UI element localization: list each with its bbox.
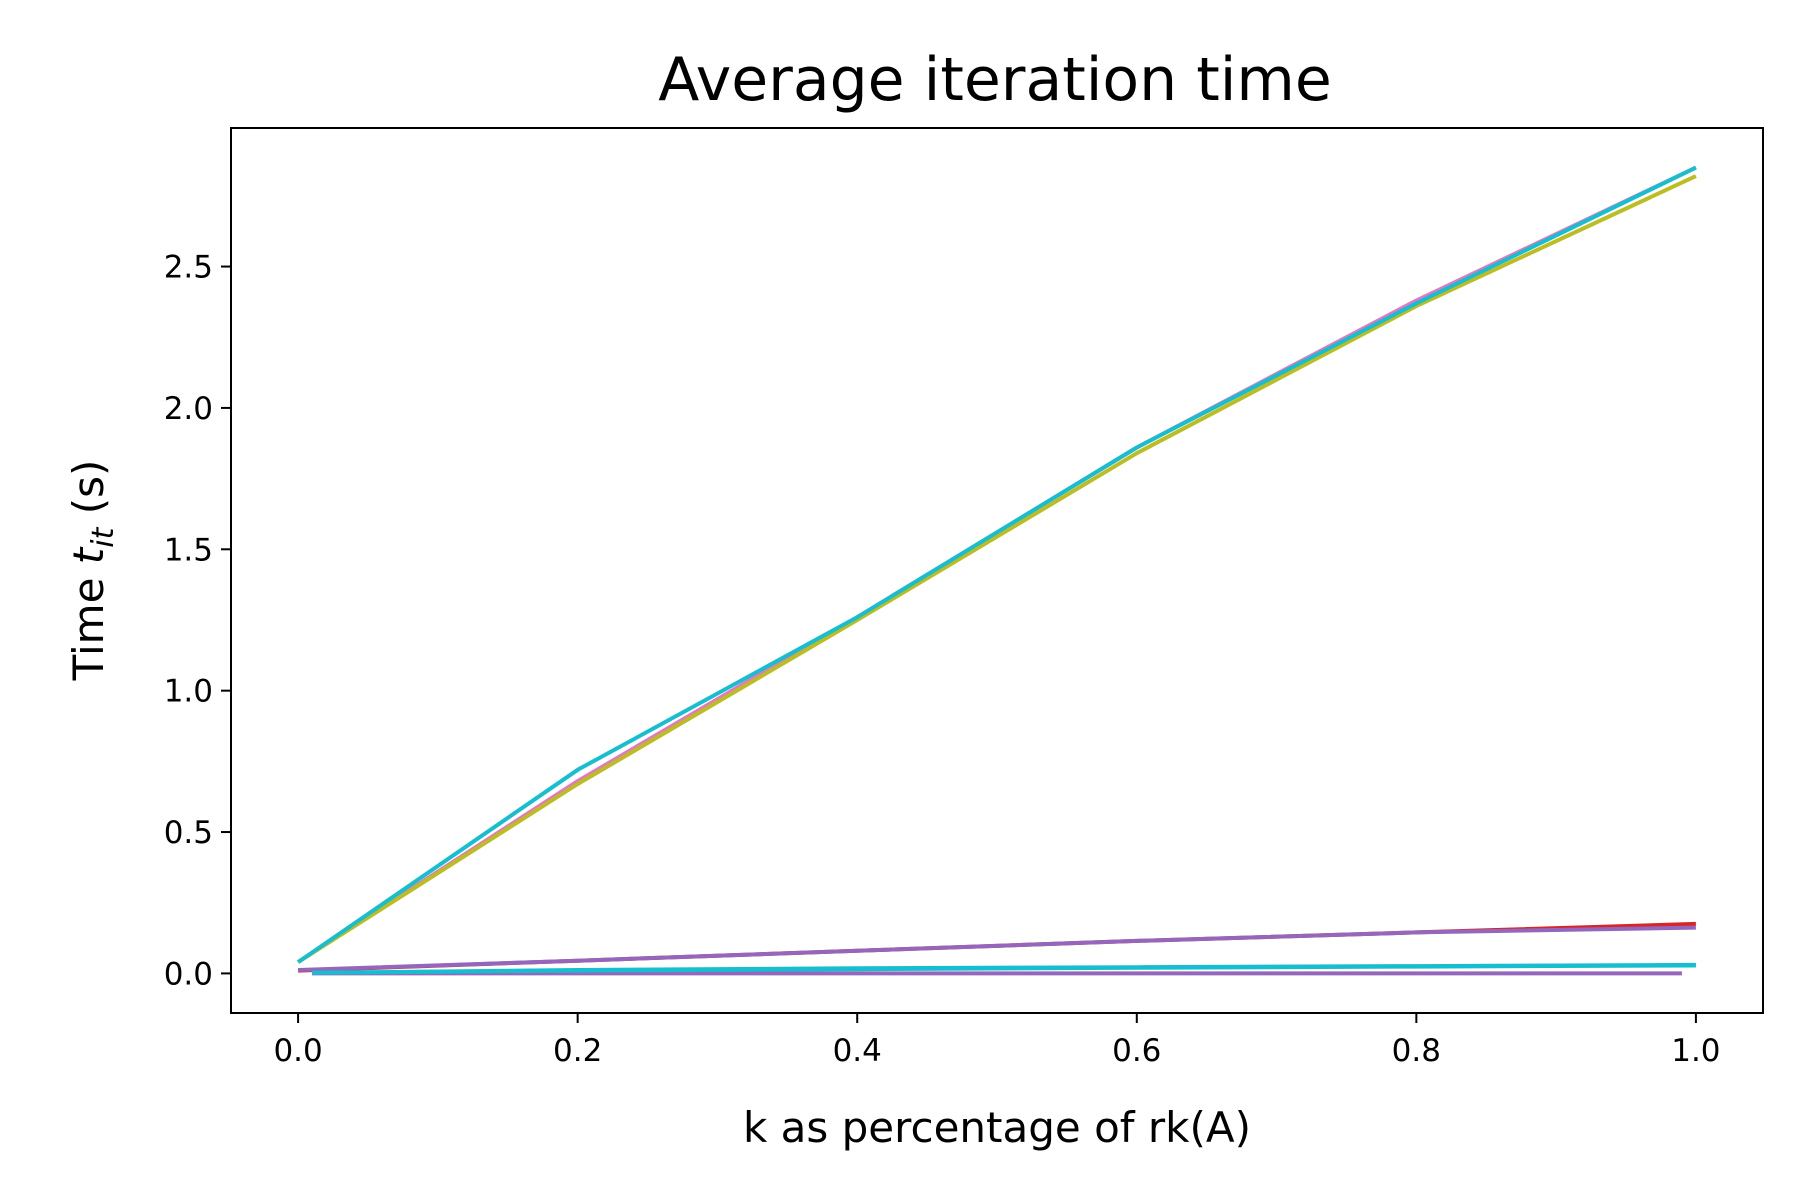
x-axis: 0.0 0.2 0.4 0.6 0.8 1.0 — [273, 1013, 1721, 1069]
x-tick-label: 0.4 — [833, 1033, 882, 1069]
x-tick-label: 0.8 — [1392, 1033, 1441, 1069]
chart-title: Average iteration time — [658, 45, 1332, 115]
y-tick-label: 1.5 — [164, 532, 213, 568]
series-line-2 — [298, 925, 1696, 972]
y-tick-label: 2.5 — [164, 250, 213, 286]
series-line-5 — [312, 962, 1696, 975]
y-axis-label-var: t — [64, 546, 113, 564]
series-line-6 — [297, 165, 1697, 964]
x-tick-label: 0.0 — [273, 1033, 322, 1069]
y-axis-label-prefix: Time — [64, 564, 113, 681]
y-tick-label: 0.0 — [164, 956, 213, 992]
plot-area — [230, 127, 1764, 1014]
plot-frame — [230, 127, 1764, 1014]
x-tick-label: 1.0 — [1671, 1033, 1720, 1069]
y-axis: 0.0 0.5 1.0 1.5 2.0 2.5 — [164, 250, 231, 992]
series-line-7 — [297, 174, 1697, 964]
y-axis-label: Time tit (s) — [64, 460, 121, 682]
x-axis-label: k as percentage of rk(A) — [743, 1103, 1251, 1152]
y-axis-label-suffix: (s) — [64, 460, 113, 528]
x-tick-label: 0.2 — [553, 1033, 602, 1069]
y-tick-label: 2.0 — [164, 391, 213, 427]
y-tick-label: 1.0 — [164, 674, 213, 710]
series-group — [296, 165, 1697, 976]
series-line-8 — [296, 165, 1697, 964]
x-tick-label: 0.6 — [1112, 1033, 1161, 1069]
y-tick-label: 0.5 — [164, 815, 213, 851]
y-axis-label-sub: it — [86, 526, 121, 547]
